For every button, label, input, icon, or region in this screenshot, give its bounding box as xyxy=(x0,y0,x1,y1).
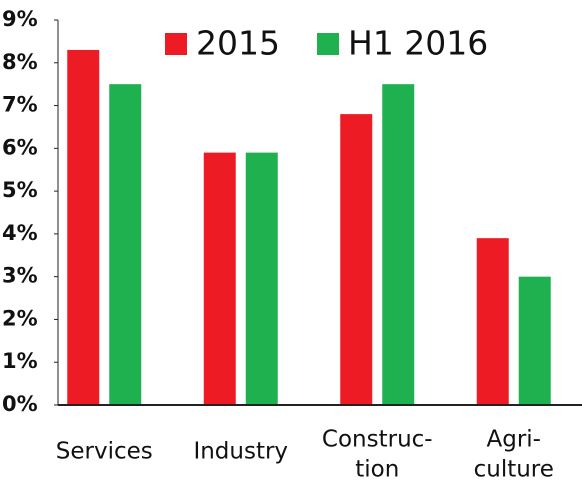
bar xyxy=(382,84,415,406)
x-tick-label: Industry xyxy=(193,439,288,465)
legend-label: 2015 xyxy=(196,24,280,63)
legend-swatch xyxy=(317,33,339,55)
y-tick-label: 0% xyxy=(2,392,38,416)
x-tick-label: tion xyxy=(355,457,399,483)
x-tick-label: culture xyxy=(474,457,554,483)
x-tick-label: Services xyxy=(56,439,153,465)
y-tick-label: 7% xyxy=(2,93,38,117)
bar xyxy=(67,49,100,405)
x-tick-label: Construc- xyxy=(322,427,433,453)
x-tick-label: Agri- xyxy=(487,427,541,453)
bar xyxy=(245,152,278,405)
bar xyxy=(518,276,551,405)
y-tick-label: 6% xyxy=(2,135,38,159)
bar xyxy=(340,114,373,405)
bar xyxy=(109,84,142,406)
y-tick-label: 1% xyxy=(2,349,38,373)
y-tick-label: 2% xyxy=(2,306,38,330)
legend-swatch xyxy=(165,33,187,55)
legend-label: H1 2016 xyxy=(348,24,488,63)
y-tick-label: 5% xyxy=(2,178,38,202)
y-tick-label: 4% xyxy=(2,221,38,245)
y-tick-label: 3% xyxy=(2,264,38,288)
y-tick-label: 8% xyxy=(2,50,38,74)
bar xyxy=(476,238,509,405)
y-tick-label: 9% xyxy=(2,7,38,31)
bar xyxy=(203,152,236,405)
